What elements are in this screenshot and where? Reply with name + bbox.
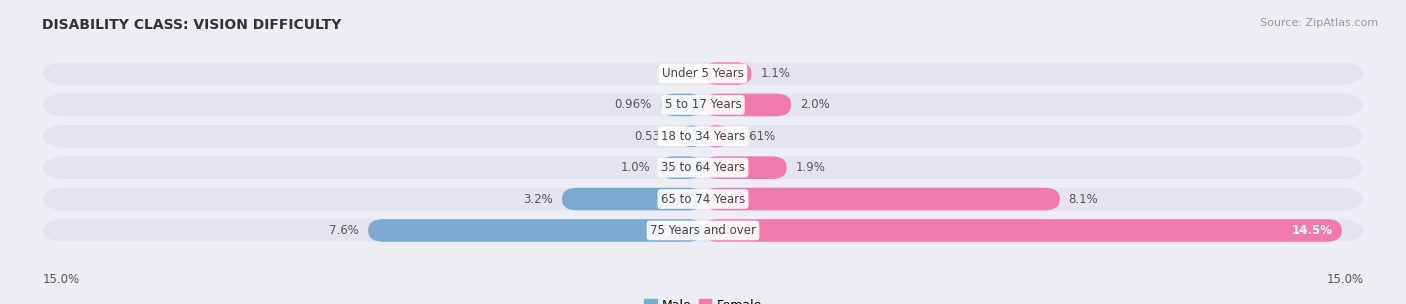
FancyBboxPatch shape [42,94,1364,116]
Text: DISABILITY CLASS: VISION DIFFICULTY: DISABILITY CLASS: VISION DIFFICULTY [42,18,342,32]
Text: 65 to 74 Years: 65 to 74 Years [661,192,745,206]
Text: 1.9%: 1.9% [796,161,825,174]
FancyBboxPatch shape [679,125,703,148]
Text: 35 to 64 Years: 35 to 64 Years [661,161,745,174]
Text: 0.53%: 0.53% [634,130,671,143]
Text: 75 Years and over: 75 Years and over [650,224,756,237]
FancyBboxPatch shape [42,125,1364,148]
Text: 3.2%: 3.2% [523,192,553,206]
FancyBboxPatch shape [42,156,1364,179]
FancyBboxPatch shape [703,94,792,116]
Legend: Male, Female: Male, Female [640,294,766,304]
FancyBboxPatch shape [703,125,730,148]
Text: 0.61%: 0.61% [738,130,776,143]
Text: 18 to 34 Years: 18 to 34 Years [661,130,745,143]
FancyBboxPatch shape [703,62,751,85]
Text: 15.0%: 15.0% [1327,273,1364,286]
FancyBboxPatch shape [42,188,1364,210]
FancyBboxPatch shape [703,188,1060,210]
FancyBboxPatch shape [42,219,1364,242]
Text: 14.5%: 14.5% [1292,224,1333,237]
FancyBboxPatch shape [703,156,787,179]
FancyBboxPatch shape [703,219,1341,242]
Text: 8.1%: 8.1% [1069,192,1098,206]
FancyBboxPatch shape [368,219,703,242]
FancyBboxPatch shape [42,62,1364,85]
Text: 15.0%: 15.0% [42,273,79,286]
Text: 0.96%: 0.96% [614,98,652,112]
FancyBboxPatch shape [562,188,703,210]
Text: 1.0%: 1.0% [620,161,650,174]
Text: 1.1%: 1.1% [761,67,790,80]
Text: Under 5 Years: Under 5 Years [662,67,744,80]
Text: 2.0%: 2.0% [800,98,830,112]
FancyBboxPatch shape [659,156,703,179]
Text: 0.0%: 0.0% [665,67,695,80]
FancyBboxPatch shape [661,94,703,116]
Text: 5 to 17 Years: 5 to 17 Years [665,98,741,112]
Text: 7.6%: 7.6% [329,224,360,237]
Text: Source: ZipAtlas.com: Source: ZipAtlas.com [1260,18,1378,28]
